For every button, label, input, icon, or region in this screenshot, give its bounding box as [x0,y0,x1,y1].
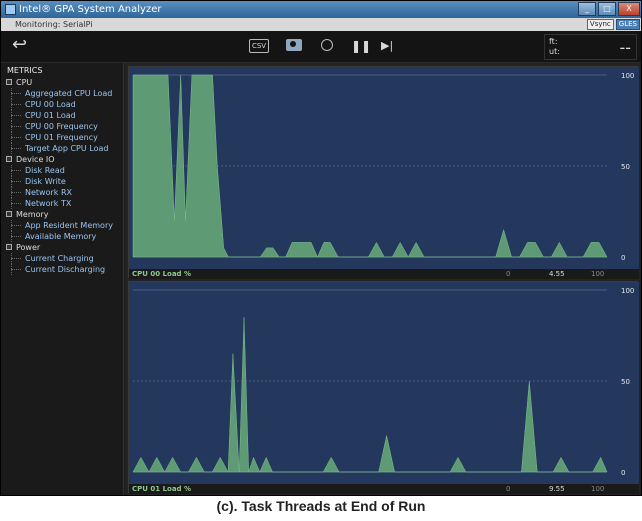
maximize-button[interactable]: □ [598,2,616,16]
metric-item[interactable]: Available Memory [1,231,123,242]
csv-export-button[interactable]: CSV [249,39,269,53]
y-tick-label: 0 [621,254,625,262]
chart-max-value: 100 [591,270,605,278]
cpu01-chart-footer: CPU 01 Load % 0 9.55 100 [129,484,639,494]
app-icon [5,4,16,15]
metric-item[interactable]: Network TX [1,198,123,209]
series-area [132,317,608,473]
collapse-icon[interactable] [6,244,12,250]
chart-current-value: 9.55 [549,485,565,493]
y-tick-label: 100 [621,72,634,80]
cpu00-chart-footer: CPU 00 Load % 0 4.55 100 [129,269,639,279]
toolbar: ↩ CSV ❚❚ ▶| [1,31,641,63]
camera-icon[interactable] [286,39,302,51]
monitoring-label: Monitoring: SerialPi [15,20,93,29]
metric-item[interactable]: Current Charging [1,253,123,264]
metric-item[interactable]: Aggregated CPU Load [1,88,123,99]
metric-item[interactable]: Disk Read [1,165,123,176]
metric-item[interactable]: CPU 01 Load [1,110,123,121]
metric-item[interactable]: Target App CPU Load [1,143,123,154]
title-bar: Intel® GPA System Analyzer _ □ X [1,1,641,18]
chart-current-value: 4.55 [549,270,565,278]
category-cpu[interactable]: CPU [1,77,123,88]
y-tick-label: 100 [621,287,634,295]
monitoring-bar: Monitoring: SerialPi Vsync GLES [1,18,641,31]
metric-item[interactable]: CPU 01 Frequency [1,132,123,143]
chart-max-value: 100 [591,485,605,493]
vsync-toggle[interactable]: Vsync [586,19,614,30]
metric-item[interactable]: Network RX [1,187,123,198]
back-icon[interactable]: ↩ [12,34,28,55]
hud-line-1: ft: [549,37,558,46]
charts-area: 100 50 0 CPU 00 Load % 0 4.55 100 100 50 0 C… [125,63,641,495]
chart-series-label: CPU 00 Load % [132,270,192,278]
category-power[interactable]: Power [1,242,123,253]
window-title: Intel® GPA System Analyzer [19,4,162,15]
gles-toggle[interactable]: GLES [615,19,640,30]
category-memory[interactable]: Memory [1,209,123,220]
metric-item[interactable]: Current Discharging [1,264,123,275]
chart-series-label: CPU 01 Load % [132,485,192,493]
collapse-icon[interactable] [6,156,12,162]
hud-value: -- [619,38,631,57]
collapse-icon[interactable] [6,79,12,85]
api-badges: Vsync GLES [586,19,640,30]
pause-icon[interactable]: ❚❚ [351,39,372,53]
metric-item[interactable]: CPU 00 Load [1,99,123,110]
metric-item[interactable]: CPU 00 Frequency [1,121,123,132]
y-tick-label: 50 [621,163,630,171]
gpa-window: Intel® GPA System Analyzer _ □ X Monitor… [0,0,642,496]
step-forward-icon[interactable]: ▶| [381,39,394,52]
metrics-title: METRICS [7,66,43,75]
metric-item[interactable]: App Resident Memory [1,220,123,231]
window-controls: _ □ X [578,2,640,16]
frame-time-hud: ft: ut: -- [544,34,637,60]
series-area [132,74,608,258]
metrics-sidebar: METRICS CPU Aggregated CPU Load CPU 00 L… [1,63,124,495]
y-tick-label: 50 [621,378,630,386]
chart-min-value: 0 [506,485,511,493]
minimize-button[interactable]: _ [578,2,596,16]
collapse-icon[interactable] [6,211,12,217]
category-device-io[interactable]: Device IO [1,154,123,165]
cpu00-chart[interactable]: 100 50 0 CPU 00 Load % 0 4.55 100 [128,66,639,279]
chart-min-value: 0 [506,270,511,278]
record-icon[interactable] [321,39,333,51]
y-tick-label: 0 [621,469,625,477]
cpu01-chart-plot: 100 50 0 [129,282,639,484]
close-button[interactable]: X [618,2,640,16]
cpu01-chart[interactable]: 100 50 0 CPU 01 Load % 0 9.55 100 [128,281,639,494]
figure-caption: (c). Task Threads at End of Run [216,498,426,514]
metric-item[interactable]: Disk Write [1,176,123,187]
hud-line-2: ut: [549,47,560,56]
cpu00-chart-plot: 100 50 0 [129,67,639,269]
